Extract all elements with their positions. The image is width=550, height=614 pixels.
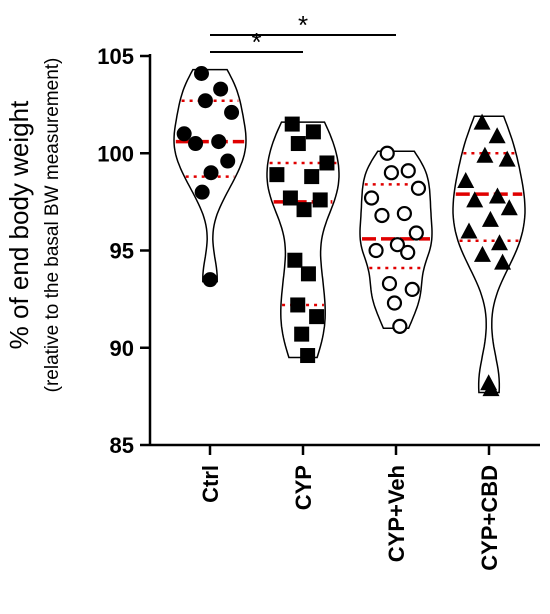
data-point	[476, 146, 494, 163]
data-point	[392, 318, 408, 334]
data-point	[400, 244, 416, 261]
y-axis-title: % of end body weight	[4, 100, 34, 349]
data-point	[396, 205, 412, 222]
x-tick-label: CYP+CBD	[477, 465, 502, 571]
y-tick-label: 105	[97, 44, 134, 69]
data-point	[176, 126, 192, 142]
data-point	[202, 272, 218, 288]
data-point	[473, 245, 491, 262]
y-axis-titles: % of end body weight (relative to the ba…	[4, 58, 63, 393]
data-point	[194, 184, 210, 200]
data-point	[381, 275, 398, 292]
data-point	[491, 234, 509, 251]
data-point	[460, 222, 478, 239]
data-point	[488, 127, 506, 144]
axes: 85 90 95 100 105 Ctrl CYP CYP+Veh CYP+CBD	[97, 44, 540, 571]
violin-outline	[359, 150, 433, 330]
y-axis-subtitle: (relative to the basal BW measurement)	[42, 58, 63, 393]
data-point	[482, 380, 500, 397]
violin-outline	[266, 121, 340, 359]
data-point	[305, 124, 321, 140]
data-point	[224, 104, 240, 120]
data-point	[389, 237, 405, 253]
violin-outline	[452, 115, 526, 394]
violins	[173, 66, 526, 397]
data-point	[309, 309, 325, 325]
significance-star: *	[251, 27, 261, 57]
x-tick-label: CYP	[291, 465, 316, 510]
data-point	[481, 210, 499, 227]
data-point	[500, 199, 518, 216]
data-point	[197, 93, 213, 109]
data-point	[290, 297, 306, 313]
data-point	[488, 187, 506, 204]
data-point	[294, 326, 310, 342]
data-point	[410, 180, 427, 196]
data-point	[319, 155, 335, 171]
data-point	[404, 281, 420, 297]
data-point	[400, 163, 416, 179]
data-point	[188, 136, 204, 152]
data-point	[211, 134, 227, 150]
y-tick-label: 95	[110, 239, 134, 264]
data-point	[220, 153, 236, 169]
data-point	[296, 202, 312, 218]
data-point	[300, 348, 316, 364]
data-point	[457, 171, 475, 188]
data-point	[287, 252, 303, 268]
data-point	[282, 190, 298, 206]
data-point	[290, 136, 306, 152]
data-point	[386, 295, 403, 311]
data-point	[466, 191, 484, 208]
violin-outline	[173, 68, 247, 283]
data-point	[498, 150, 516, 167]
data-point	[408, 225, 424, 241]
data-point	[312, 192, 328, 208]
data-point	[379, 145, 395, 161]
data-point	[383, 165, 399, 181]
data-point	[368, 242, 384, 259]
data-point	[304, 169, 320, 185]
y-tick-label: 90	[110, 336, 134, 361]
data-point	[213, 81, 229, 97]
data-point	[363, 190, 380, 206]
significance-star: *	[298, 10, 308, 40]
data-point	[494, 253, 512, 270]
data-point	[193, 66, 209, 82]
data-point	[374, 207, 390, 224]
significance-brackets: **	[210, 10, 396, 57]
data-point	[300, 266, 316, 282]
x-tick-label: Ctrl	[198, 465, 223, 503]
data-point	[203, 165, 219, 181]
data-point	[473, 113, 491, 130]
y-tick-label: 100	[97, 141, 134, 166]
y-tick-label: 85	[110, 433, 134, 458]
data-point	[284, 116, 300, 132]
x-tick-label: CYP+Veh	[384, 465, 409, 562]
data-point	[269, 167, 285, 183]
